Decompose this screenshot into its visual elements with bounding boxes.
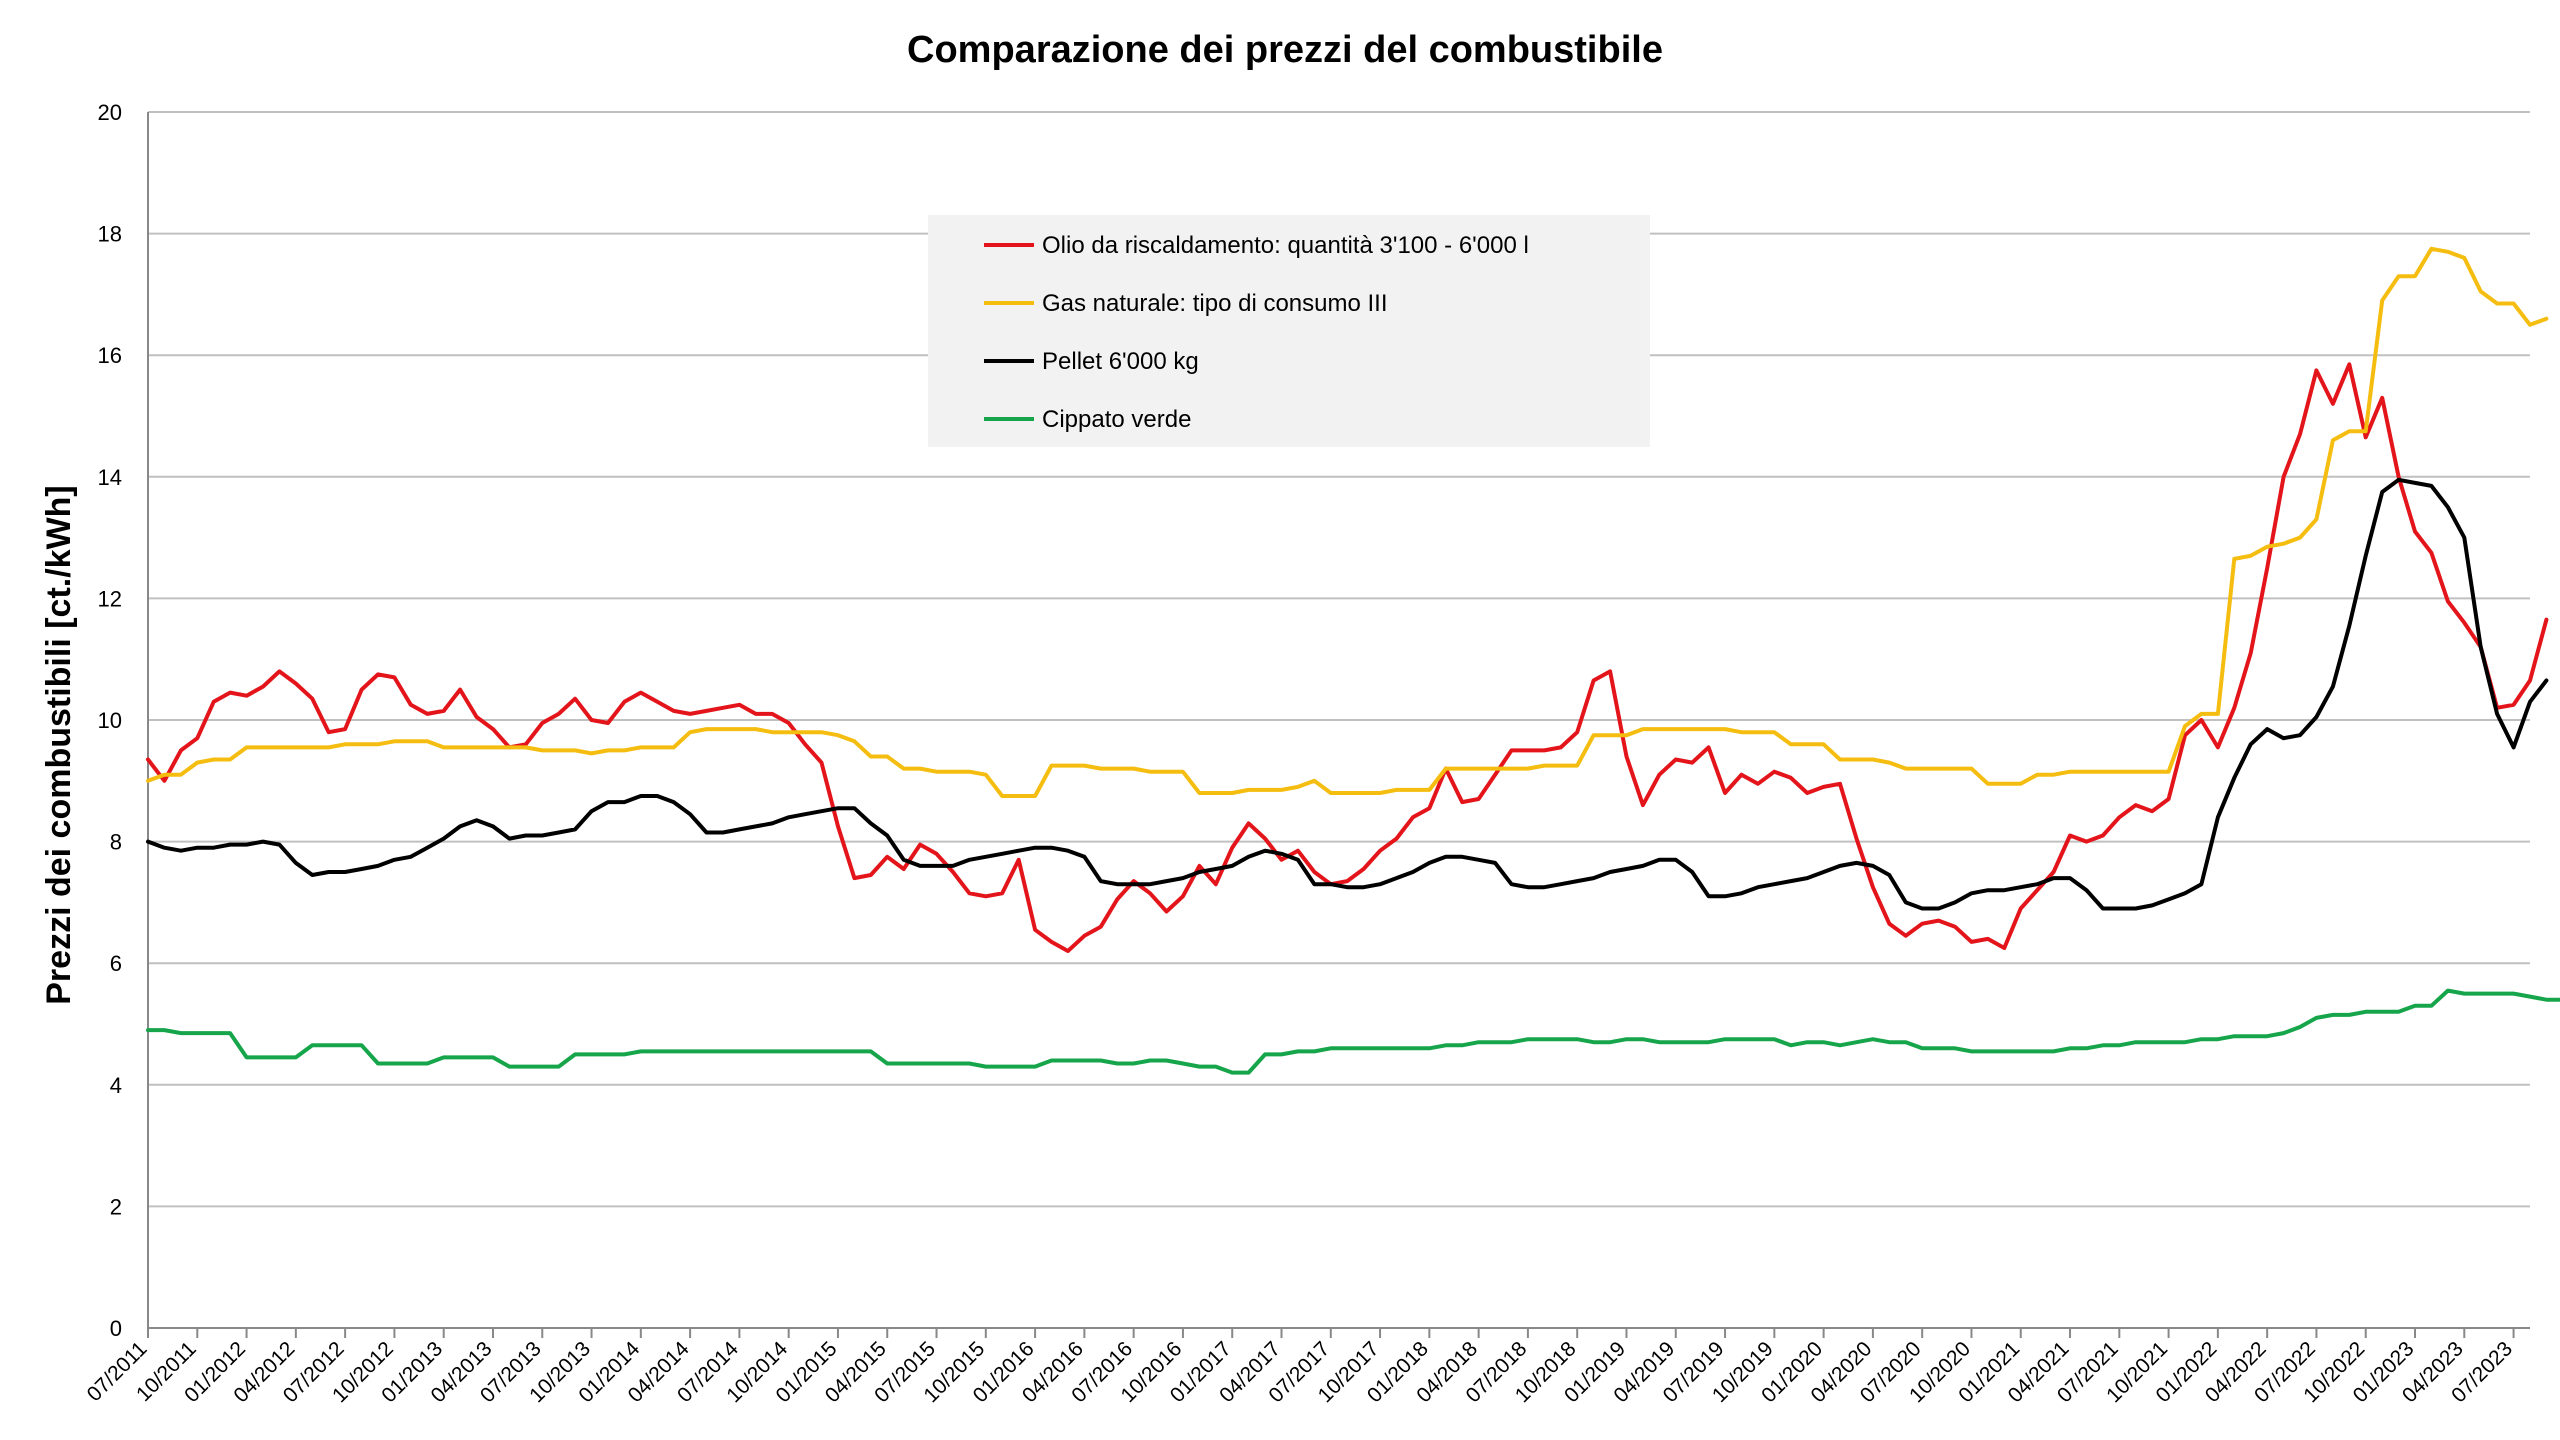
y-tick-label: 18 [98,222,122,247]
series-line-3 [146,988,2560,1075]
chart-title: Comparazione dei prezzi del combustibile [907,29,1663,71]
legend-label-1: Gas naturale: tipo di consumo III [1042,290,1388,317]
y-tick-label: 20 [98,100,122,125]
y-tick-label: 6 [110,951,122,976]
y-axis-label: Prezzi dei combustibili [ct./kWh] [40,485,78,1005]
y-tick-label: 16 [98,343,122,368]
series-line-2 [146,477,2549,911]
y-tick-label: 0 [110,1316,122,1341]
y-tick-label: 4 [110,1073,122,1098]
y-tick-label: 8 [110,830,122,855]
legend-box [928,215,1650,447]
y-tick-label: 14 [98,465,122,490]
series-lines [146,246,2560,1075]
legend-label-3: Cippato verde [1042,406,1191,433]
grid-lines [148,111,2530,1208]
series-line-0 [146,362,2549,953]
series-line-1 [146,246,2549,798]
y-tick-label: 12 [98,586,122,611]
y-tick-label: 2 [110,1194,122,1219]
legend-label-0: Olio da riscaldamento: quantità 3'100 - … [1042,232,1529,259]
y-tick-label: 10 [98,708,122,733]
legend: Olio da riscaldamento: quantità 3'100 - … [928,215,1650,447]
legend-label-2: Pellet 6'000 kg [1042,348,1199,375]
